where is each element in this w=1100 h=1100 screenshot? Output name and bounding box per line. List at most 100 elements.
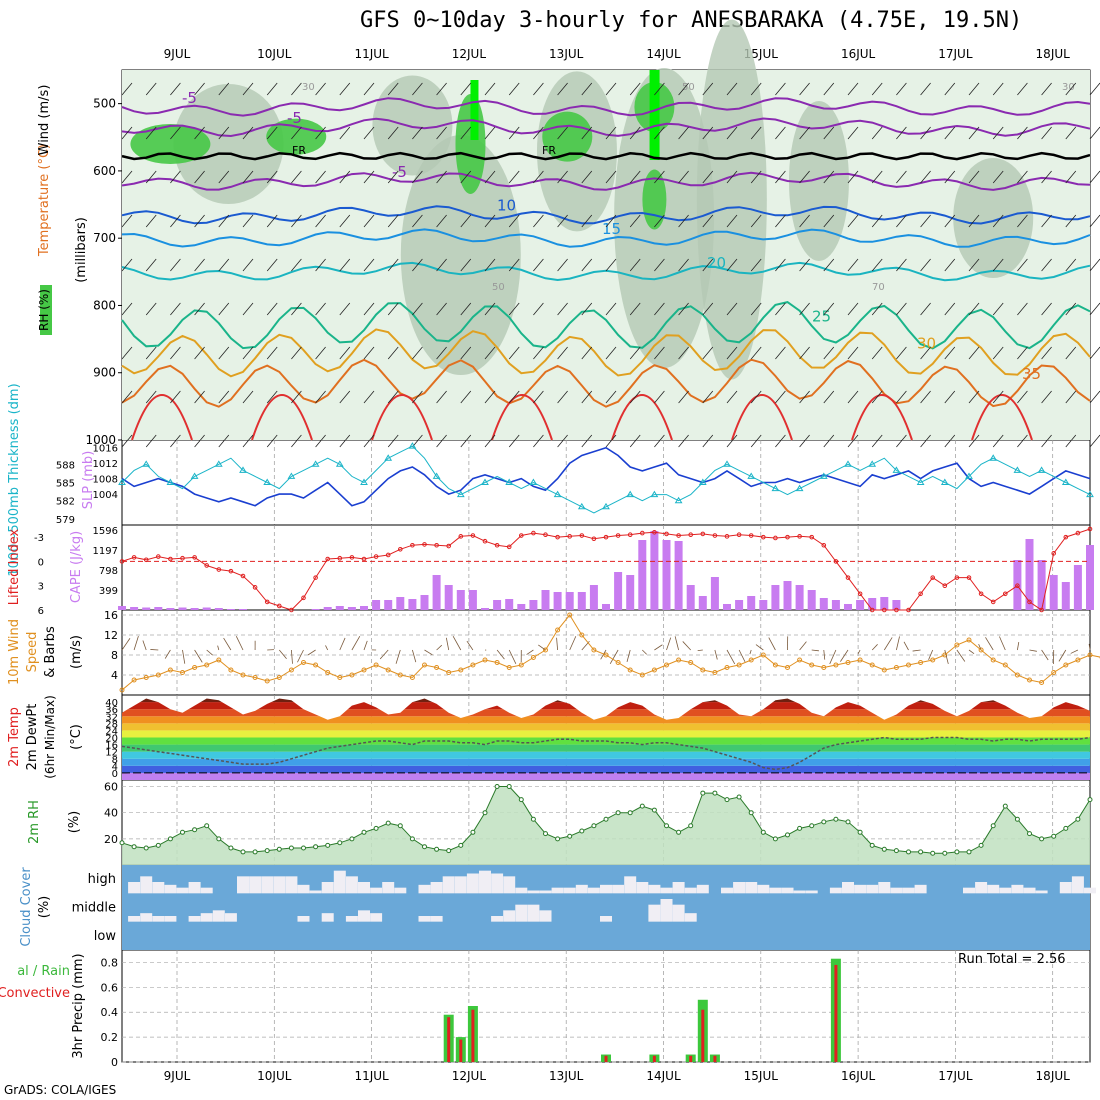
upper-wind-barb [218,126,230,140]
upper-wind-barb [847,214,859,228]
cape-bar [819,598,828,610]
cape-bar [1073,565,1082,610]
upper-wind-barb [218,390,230,404]
upper-wind-barb [726,126,738,140]
lifted-index-point [264,599,270,605]
precip-convective-bar [713,1055,717,1062]
upper-wind-barb [1017,126,1028,140]
upper-wind-barb [629,170,641,184]
cape-bar [190,608,199,610]
rh-point [954,849,960,855]
upper-wind-barb [121,126,133,140]
upper-wind-barb [557,214,568,228]
wind-barb [395,649,401,664]
rh-point [506,784,512,790]
rh-contour-label: 70 [872,282,885,293]
upper-wind-barb [339,170,351,184]
upper-wind-barb [871,390,883,404]
cloud-cell [237,876,249,894]
cloud-cell [539,890,552,894]
cloud-cell [612,884,625,894]
upper-wind-barb [315,346,326,360]
precip-convective-bar [459,1039,463,1062]
temperature-contour-label: -5 [392,163,407,181]
upper-wind-barb [266,258,278,272]
upper-wind-barb [896,82,907,96]
wind-barb [1070,649,1079,654]
wind-barb [194,649,203,663]
upper-wind-barb [944,214,956,228]
rh-point [216,836,222,842]
upper-wind-barb [1041,346,1052,360]
upper-wind-barb [605,170,617,184]
upper-wind-barb [121,302,133,316]
rh-area [122,786,1090,865]
cape-bar [698,596,707,610]
temperature-contour-label: -5 [182,89,197,107]
wind-speed-point [1075,657,1081,663]
cape-bar [565,592,574,610]
upper-wind-barb [339,82,351,96]
wind-barb [896,636,900,651]
temp-color-band [122,723,1090,731]
wind-barb [1017,641,1020,651]
wind-barb [642,649,648,655]
pressure-tick-label: 500 [93,97,116,111]
rh-point [119,840,125,846]
rh-point [978,842,984,848]
wind-speed-point [530,655,536,660]
rh-point [458,842,464,848]
upper-wind-barb [339,434,351,448]
lifted-index-point [1087,526,1093,532]
upper-wind-barb [533,346,544,360]
upper-wind-barb [968,126,980,140]
cloud-cell [1035,890,1048,894]
wind-speed-point [373,662,379,668]
rh-point [192,827,198,833]
cloud-cell [684,887,697,894]
upper-wind-barb [726,390,738,404]
precip-tick-label: 0.2 [101,1031,119,1044]
rh-point [155,842,161,848]
wind-speed-point [990,657,996,663]
upper-wind-barb [702,258,714,272]
rh-point [990,823,996,829]
upper-wind-barb [557,302,568,316]
upper-wind-barb [799,302,810,316]
cloud-cell [261,876,274,894]
cape-bar [759,600,768,610]
upper-wind-barb [145,214,157,228]
upper-wind-barb [726,214,738,228]
upper-wind-barb [726,346,738,360]
rh-point [313,844,319,850]
upper-wind-barb [266,170,278,184]
upper-wind-barb [750,258,762,272]
wind-speed-point [1002,662,1008,668]
cloud-cell [600,916,612,922]
upper-wind-barb [799,214,810,228]
freezing-level-label: FR [542,144,556,157]
cloud-cell [249,876,262,894]
upper-wind-barb [170,434,181,448]
thickness-line [121,445,1091,514]
thickness-point [626,490,635,498]
upper-wind-barb [944,390,956,404]
upper-wind-barb [291,258,302,272]
rh-point [736,794,742,800]
upper-wind-barb [121,258,133,272]
upper-wind-barb [436,126,447,140]
upper-wind-barb [726,302,738,316]
wind-speed-point [228,667,234,673]
wind-barb [278,649,287,660]
upper-wind-barb [702,214,714,228]
wind-barb [968,649,975,654]
date-label-top: 13JUL [549,47,584,61]
lifted-tick-label: 0 [38,557,44,568]
upper-wind-barb [460,302,472,316]
wind-speed-point [664,662,669,668]
lifted-index-point [1015,583,1020,589]
upper-wind-barb [775,82,786,96]
upper-wind-barb [460,390,472,404]
upper-wind-barb [823,434,835,448]
cloud-cell [309,890,322,894]
